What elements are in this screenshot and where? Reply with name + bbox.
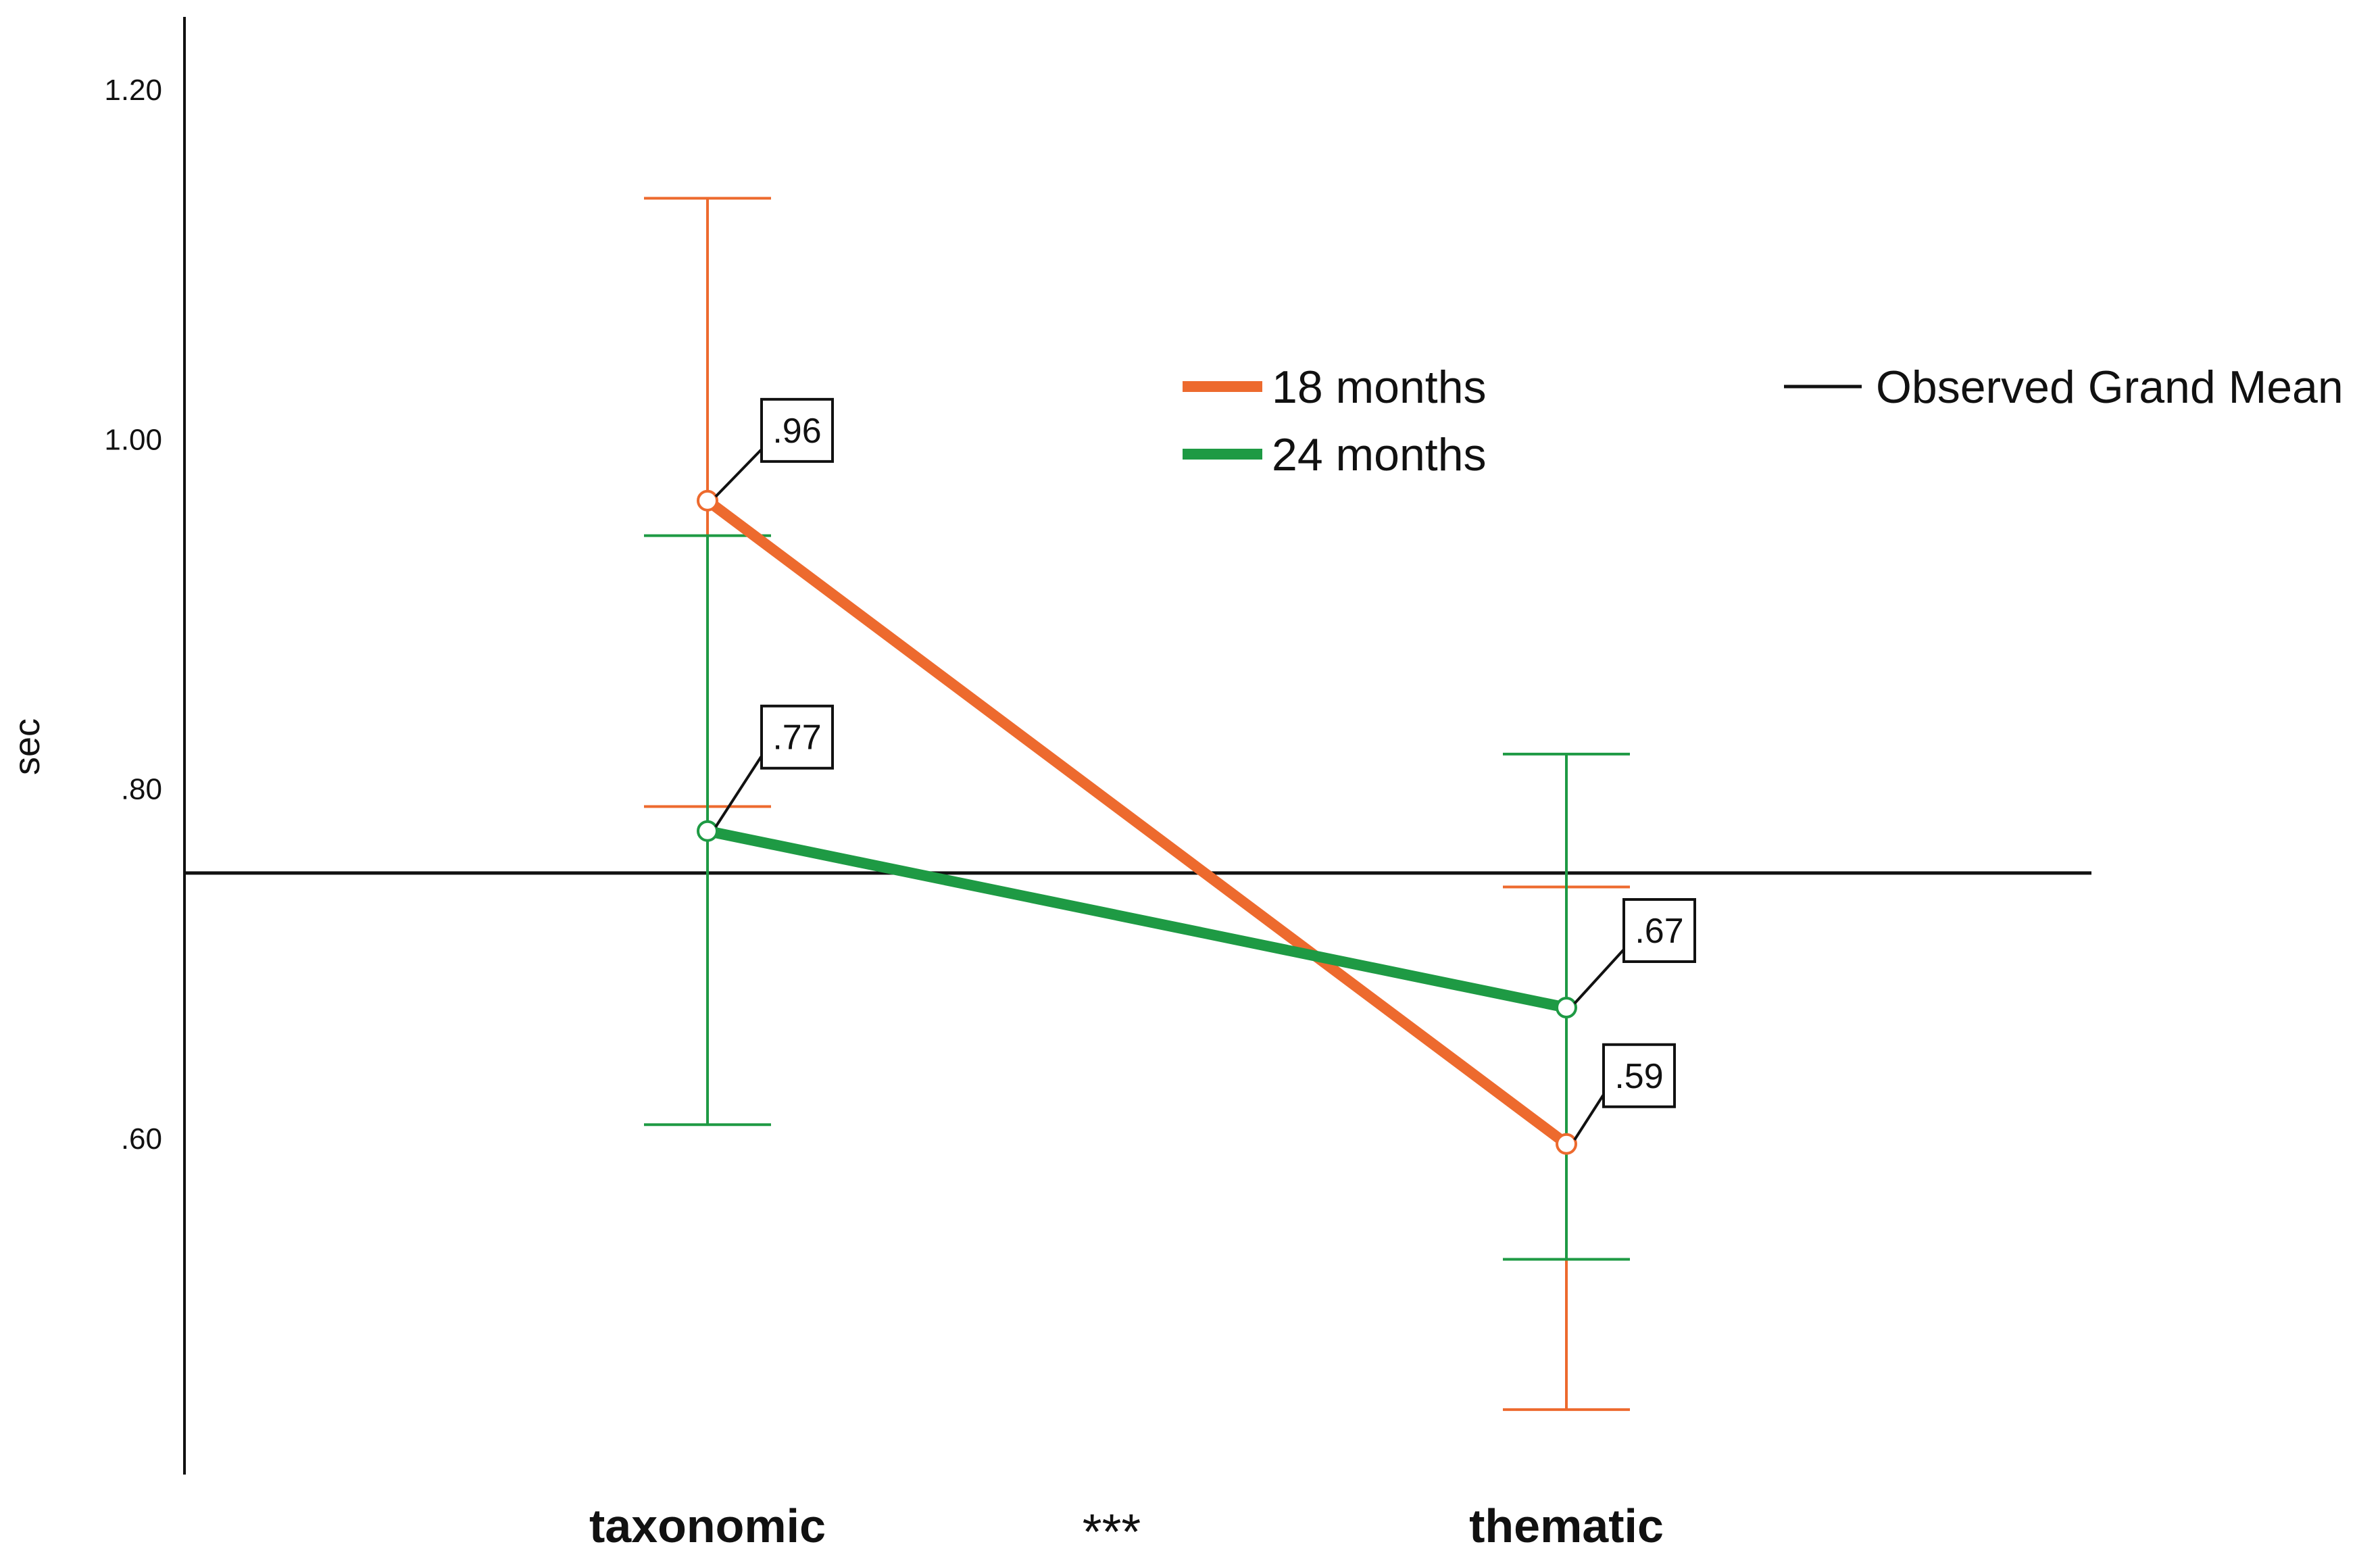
data-point: [1556, 1133, 1577, 1155]
y-tick-label: .80: [121, 773, 162, 806]
callout-leader: [714, 448, 763, 498]
x-category-label: taxonomic: [589, 1500, 826, 1552]
callout-leader: [714, 755, 763, 828]
y-tick-label: .60: [121, 1122, 162, 1156]
legend-label-1: 24 months: [1272, 429, 1487, 480]
data-label: .77: [772, 718, 821, 758]
x-categories: taxonomic thematic: [589, 1500, 1664, 1552]
y-tick-label: 1.00: [104, 423, 162, 456]
legend-label-0: 18 months: [1272, 362, 1487, 413]
y-axis-label: sec: [7, 718, 47, 775]
data-point: [697, 820, 718, 842]
data-label-box: [760, 704, 834, 770]
data-point: [697, 489, 718, 512]
x-category-label: thematic: [1469, 1500, 1664, 1552]
data-label: .59: [1614, 1057, 1663, 1096]
data-points: [697, 489, 1577, 1155]
data-label: .96: [772, 412, 821, 451]
data-label-box: [1602, 1043, 1676, 1108]
y-tick-label: 1.20: [104, 74, 162, 107]
significance-marker: ***: [1083, 1504, 1141, 1557]
legend: 18 months 24 months Observed Grand Mean: [1183, 362, 2344, 480]
data-labels: .96 .59 .77 .67: [714, 397, 1696, 1141]
callout-leader: [1573, 1093, 1605, 1141]
series-lines: [702, 495, 1572, 1150]
series-line-0: [702, 495, 1572, 1150]
data-label: .67: [1635, 912, 1683, 951]
data-label-box: [760, 397, 834, 463]
legend-label-grand-mean: Observed Grand Mean: [1876, 362, 2344, 413]
callout-leader: [1573, 948, 1625, 1005]
data-label-box: [1622, 898, 1696, 963]
y-ticks: .60 .80 1.00 1.20: [104, 74, 162, 1156]
series-line-1: [702, 825, 1572, 1013]
data-point: [1556, 997, 1577, 1018]
